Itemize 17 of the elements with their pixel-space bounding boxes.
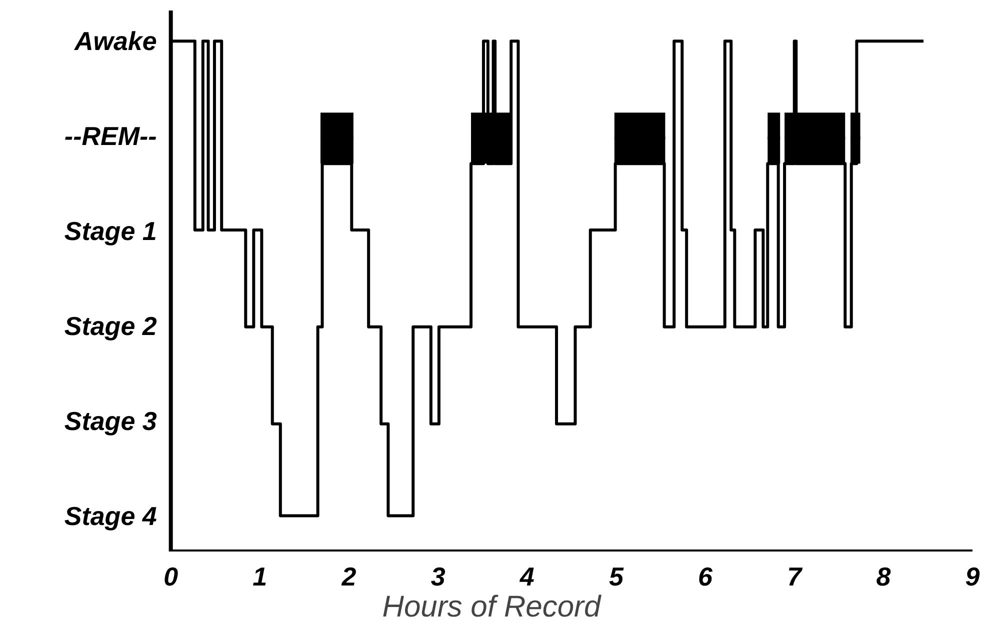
text: Awake [73,26,157,56]
x-tick-label: 4 [518,562,535,592]
text: Stage 4 [64,500,158,531]
x-tick-label: 7 [787,562,804,592]
x-tick-label: 1 [252,562,268,592]
x-tick-label: 3 [430,562,446,592]
x-tick-label: 5 [608,562,624,592]
x-tick-label: 8 [876,562,892,592]
text: --REM-- [64,121,157,152]
text: Stage 3 [64,406,158,436]
x-tick-label: 2 [340,562,357,592]
x-axis-title: Hours of Record [382,590,602,624]
x-tick-label: 9 [965,562,980,592]
text: Stage 1 [64,216,157,246]
text: Stage 2 [64,310,158,341]
x-tick-label: 6 [698,562,714,592]
x-tick-label: 0 [164,562,179,592]
